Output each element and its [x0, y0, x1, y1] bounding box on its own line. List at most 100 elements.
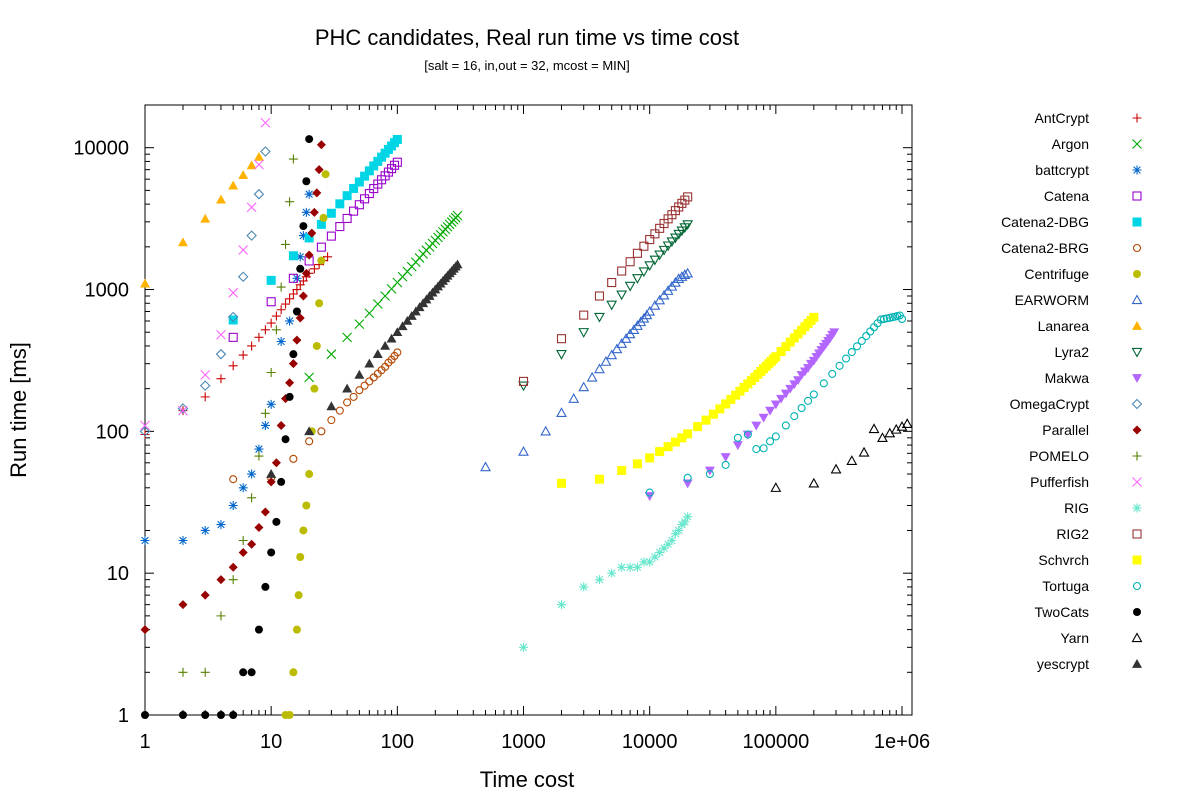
- data-point-schvrch: [683, 429, 693, 439]
- data-point-rig2: [518, 376, 529, 386]
- data-point-pomelo: [216, 611, 226, 621]
- data-point-pufferfish: [216, 329, 226, 340]
- data-point-tortuga: [866, 327, 875, 336]
- series-makwa: [644, 328, 840, 502]
- data-point-rig: [663, 539, 673, 549]
- legend-label: Parallel: [1042, 422, 1089, 438]
- legend-marker-yarn: [1131, 632, 1143, 643]
- legend: AntCrypt Argon battcrypt Catena Catena2-DBG C…: [1001, 110, 1143, 672]
- chart-title: PHC candidates, Real run time vs time co…: [315, 25, 739, 50]
- data-point-twocats: [277, 477, 286, 486]
- series-catena2-dbg: [228, 134, 402, 325]
- data-point-lanarea: [215, 194, 226, 204]
- data-point-lyra2: [606, 300, 618, 311]
- data-point-yarn: [830, 463, 842, 474]
- legend-marker-earworm: [1131, 294, 1143, 305]
- data-point-pomelo: [178, 667, 188, 677]
- data-point-catena2-brg: [229, 475, 238, 484]
- data-point-tortuga: [828, 369, 837, 378]
- series-rig: [519, 512, 693, 652]
- data-point-tortuga: [705, 469, 714, 479]
- data-point-antcrypt: [260, 325, 270, 335]
- data-point-antcrypt: [216, 374, 226, 384]
- data-point-parallel: [271, 458, 281, 468]
- data-point-parallel: [292, 335, 302, 345]
- legend-item-earworm: EARWORM: [1015, 292, 1143, 308]
- legend-item-rig: RIG: [1064, 500, 1142, 516]
- data-point-rig2: [594, 291, 605, 301]
- data-point-twocats: [302, 177, 311, 186]
- legend-label: Makwa: [1045, 370, 1090, 386]
- series-rig2: [518, 192, 693, 386]
- chart-subtitle: [salt = 16, in,out = 32, mcost = MIN]: [424, 58, 630, 73]
- data-point-schvrch: [645, 453, 655, 463]
- data-point-yarn: [896, 420, 908, 431]
- data-point-catena: [326, 231, 336, 241]
- data-point-catena2-brg: [365, 377, 374, 386]
- data-point-tortuga: [897, 314, 907, 324]
- x-tick-label: 1000: [501, 731, 546, 753]
- legend-marker-argon: [1132, 139, 1142, 149]
- data-point-centrifuge: [289, 668, 298, 677]
- data-point-parallel: [228, 562, 238, 572]
- legend-marker-twocats: [1133, 608, 1141, 616]
- data-point-yescrypt: [397, 321, 408, 331]
- data-point-pomelo: [260, 408, 270, 418]
- data-point-tortuga: [743, 430, 752, 439]
- legend-item-parallel: Parallel: [1042, 422, 1142, 438]
- plot-frame: [144, 104, 913, 716]
- data-point-lyra2: [666, 237, 678, 248]
- data-point-rig: [617, 562, 627, 572]
- data-point-pomelo: [285, 197, 295, 207]
- data-point-makwa: [776, 394, 787, 404]
- data-point-catena2-dbg: [335, 199, 345, 209]
- data-point-catena2-brg: [305, 437, 314, 446]
- legend-item-lanarea: Lanarea: [1038, 318, 1142, 334]
- data-point-lyra2: [556, 350, 567, 360]
- data-point-antcrypt: [323, 252, 333, 262]
- data-point-rig: [683, 512, 693, 522]
- legend-item-argon: Argon: [1052, 136, 1142, 152]
- x-tick-label: 10000: [622, 731, 678, 753]
- legend-label: Schvrch: [1038, 552, 1089, 568]
- data-point-parallel: [260, 507, 270, 517]
- data-point-pomelo: [271, 325, 281, 335]
- data-point-twocats: [272, 517, 281, 526]
- data-point-battcrypt: [295, 252, 305, 262]
- data-point-schvrch: [663, 442, 673, 452]
- data-point-twocats: [285, 392, 294, 401]
- data-point-makwa: [785, 384, 796, 394]
- data-point-twocats: [216, 711, 225, 719]
- plot-area: 1 10 100 1000 10000 100000 1e+06 1 10 100 1000 1000…: [73, 104, 930, 753]
- data-point-earworm: [638, 312, 650, 323]
- series-catena2-brg: [229, 348, 402, 484]
- series-omegacrypt: [139, 146, 271, 437]
- data-point-tortuga: [721, 460, 730, 469]
- series-yescrypt: [266, 259, 463, 478]
- data-point-lanarea: [238, 170, 249, 180]
- data-point-pufferfish: [246, 202, 257, 213]
- series-antcrypt: [140, 252, 333, 440]
- data-point-yarn: [868, 423, 880, 434]
- legend-item-catena2-dbg: Catena2-DBG: [1001, 214, 1142, 230]
- data-point-makwa: [780, 389, 791, 399]
- data-point-yescrypt: [354, 369, 365, 379]
- data-point-battcrypt: [254, 444, 264, 454]
- data-point-yarn: [846, 455, 858, 465]
- data-point-argon: [326, 349, 337, 360]
- data-point-twocats: [239, 668, 248, 677]
- data-point-parallel: [200, 590, 210, 600]
- data-point-omegacrypt: [253, 188, 265, 200]
- data-point-catena: [360, 194, 370, 204]
- legend-item-yescrypt: yescrypt: [1037, 656, 1142, 672]
- data-point-catena2-brg: [369, 373, 378, 382]
- data-point-parallel: [301, 268, 311, 278]
- data-point-twocats: [292, 307, 301, 316]
- data-point-battcrypt: [178, 535, 188, 545]
- x-axis-label: Time cost: [480, 767, 575, 792]
- data-point-argon: [364, 308, 375, 319]
- data-point-parallel: [309, 207, 319, 217]
- legend-item-antcrypt: AntCrypt: [1035, 110, 1142, 126]
- legend-item-catena: Catena: [1044, 188, 1142, 204]
- data-point-antcrypt: [266, 318, 276, 328]
